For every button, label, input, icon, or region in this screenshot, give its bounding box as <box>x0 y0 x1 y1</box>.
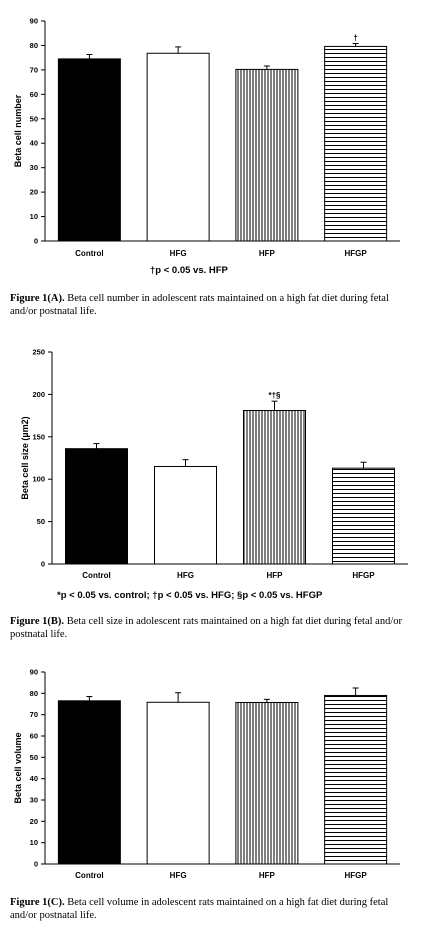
category-label: Control <box>75 249 103 258</box>
category-label: HFP <box>267 571 284 580</box>
category-label: HFP <box>259 871 276 880</box>
y-tick-label: 150 <box>32 432 45 441</box>
caption-b-text: Beta cell size in adolescent rats mainta… <box>10 616 402 640</box>
y-tick-label: 60 <box>30 732 38 741</box>
y-tick-label: 80 <box>30 41 38 50</box>
caption-b: Figure 1(B). Beta cell size in adolescen… <box>10 615 405 641</box>
y-tick-label: 0 <box>34 237 38 246</box>
bar-control <box>65 448 128 565</box>
significance-mark: *†§ <box>268 391 281 400</box>
bar-hfgp <box>324 45 388 242</box>
caption-c-label: Figure 1(C). <box>10 897 65 908</box>
significance-mark: † <box>353 33 357 42</box>
category-label: HFGP <box>352 571 375 580</box>
y-tick-label: 40 <box>30 139 38 148</box>
category-label: Control <box>82 571 110 580</box>
y-tick-label: 30 <box>30 163 38 172</box>
bar-hfp <box>243 410 306 565</box>
y-tick-label: 200 <box>32 390 45 399</box>
footnote-b: *p < 0.05 vs. control; †p < 0.05 vs. HFG… <box>57 590 323 601</box>
bar-control <box>57 700 121 865</box>
footnote-a: †p < 0.05 vs. HFP <box>150 265 228 276</box>
y-tick-label: 250 <box>32 348 45 357</box>
caption-a-label: Figure 1(A). <box>10 293 65 304</box>
category-label: HFG <box>170 249 187 258</box>
chart-a: 0 10 20 30 40 50 60 70 80 90 Beta cell number Contr… <box>13 17 400 258</box>
caption-a: Figure 1(A). Beta cell number in adolesc… <box>10 292 405 318</box>
y-axis-label: Beta cell size (µm2) <box>20 416 30 499</box>
y-tick-label: 70 <box>30 710 38 719</box>
y-tick-label: 90 <box>30 17 38 26</box>
y-tick-label: 70 <box>30 65 38 74</box>
chart-b: 0 50 100 150 200 250 Beta cell size (µm2) Contr… <box>20 348 408 580</box>
y-tick-label: 80 <box>30 689 38 698</box>
caption-a-text: Beta cell number in adolescent rats main… <box>10 293 389 317</box>
y-axis-label: Beta cell number <box>13 94 23 167</box>
caption-b-label: Figure 1(B). <box>10 616 65 627</box>
category-label: HFG <box>170 871 187 880</box>
bar-hfgp <box>324 694 388 865</box>
bar-hfp <box>235 702 299 865</box>
bar-hfgp <box>332 467 395 565</box>
y-tick-label: 0 <box>41 560 45 569</box>
y-tick-label: 40 <box>30 774 38 783</box>
category-label: HFP <box>259 249 276 258</box>
y-tick-label: 50 <box>37 517 45 526</box>
category-label: HFG <box>177 571 194 580</box>
bar-hfg <box>154 465 217 565</box>
category-label: HFGP <box>345 871 368 880</box>
y-tick-label: 20 <box>30 817 38 826</box>
y-tick-label: 90 <box>30 668 38 677</box>
chart-c: 0 10 20 30 40 50 60 70 80 90 Beta cell volume Contr… <box>13 668 400 880</box>
y-tick-label: 10 <box>30 212 38 221</box>
y-tick-label: 30 <box>30 796 38 805</box>
bar-hfg <box>146 701 210 865</box>
bar-hfg <box>146 52 210 242</box>
bar-control <box>57 58 121 242</box>
caption-c-text: Beta cell volume in adolescent rats main… <box>10 897 389 921</box>
caption-c: Figure 1(C). Beta cell volume in adolesc… <box>10 896 405 922</box>
y-axis-label: Beta cell volume <box>13 732 23 803</box>
bar-hfp <box>235 68 299 242</box>
category-label: HFGP <box>345 249 368 258</box>
y-tick-label: 50 <box>30 753 38 762</box>
y-tick-label: 20 <box>30 188 38 197</box>
y-tick-label: 10 <box>30 838 38 847</box>
category-label: Control <box>75 871 103 880</box>
y-tick-label: 60 <box>30 90 38 99</box>
y-tick-label: 100 <box>32 475 45 484</box>
y-tick-label: 50 <box>30 114 38 123</box>
y-tick-label: 0 <box>34 860 38 869</box>
